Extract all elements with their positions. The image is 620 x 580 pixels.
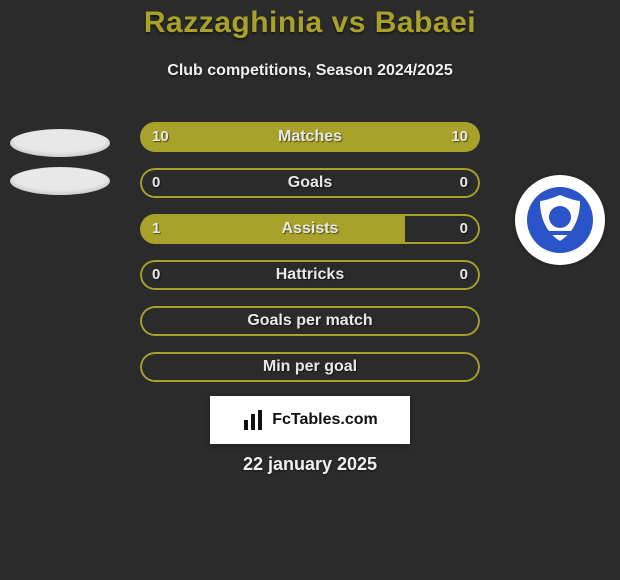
stat-value-right: 0 <box>460 260 468 290</box>
stat-row: 0 0Hattricks <box>140 260 480 290</box>
date-text: 22 january 2025 <box>0 454 620 475</box>
stat-value-right: 0 <box>460 168 468 198</box>
stat-label: Hattricks <box>140 260 480 290</box>
bar-border <box>140 260 480 290</box>
avatar-placeholder-icon <box>10 129 110 157</box>
stat-label: Goals <box>140 168 480 198</box>
shield-icon <box>525 185 595 255</box>
comparison-infographic: Razzaghinia vs Babaei Club competitions,… <box>0 0 620 580</box>
stat-value-right: 0 <box>460 214 468 244</box>
right-player-avatar <box>510 170 610 270</box>
stat-label: Goals per match <box>140 306 480 336</box>
stat-row: 0 0Goals <box>140 168 480 198</box>
branding-badge: FcTables.com <box>210 396 410 444</box>
stat-value-left: 0 <box>152 260 160 290</box>
stat-value-left: 10 <box>152 122 169 152</box>
avatar-placeholder-icon <box>10 167 110 195</box>
stat-row: Min per goal <box>140 352 480 382</box>
stats-bars: 1010Matches00Goals10Assists00HattricksGo… <box>140 122 480 398</box>
bar-border <box>140 352 480 382</box>
stat-row: 1010Matches <box>140 122 480 152</box>
stat-row: Goals per match <box>140 306 480 336</box>
page-title: Razzaghinia vs Babaei <box>0 6 620 40</box>
stat-row: 10Assists <box>140 214 480 244</box>
branding-text: FcTables.com <box>272 411 378 429</box>
club-badge-icon <box>515 175 605 265</box>
stat-value-left: 1 <box>152 214 160 244</box>
stat-value-left: 0 <box>152 168 160 198</box>
bar-border <box>140 168 480 198</box>
bar-fill-left <box>140 214 405 244</box>
stat-value-right: 10 <box>451 122 468 152</box>
bar-chart-icon <box>242 408 266 432</box>
subtitle: Club competitions, Season 2024/2025 <box>0 62 620 80</box>
left-player-avatar <box>10 112 110 212</box>
stat-label: Min per goal <box>140 352 480 382</box>
bar-border <box>140 306 480 336</box>
